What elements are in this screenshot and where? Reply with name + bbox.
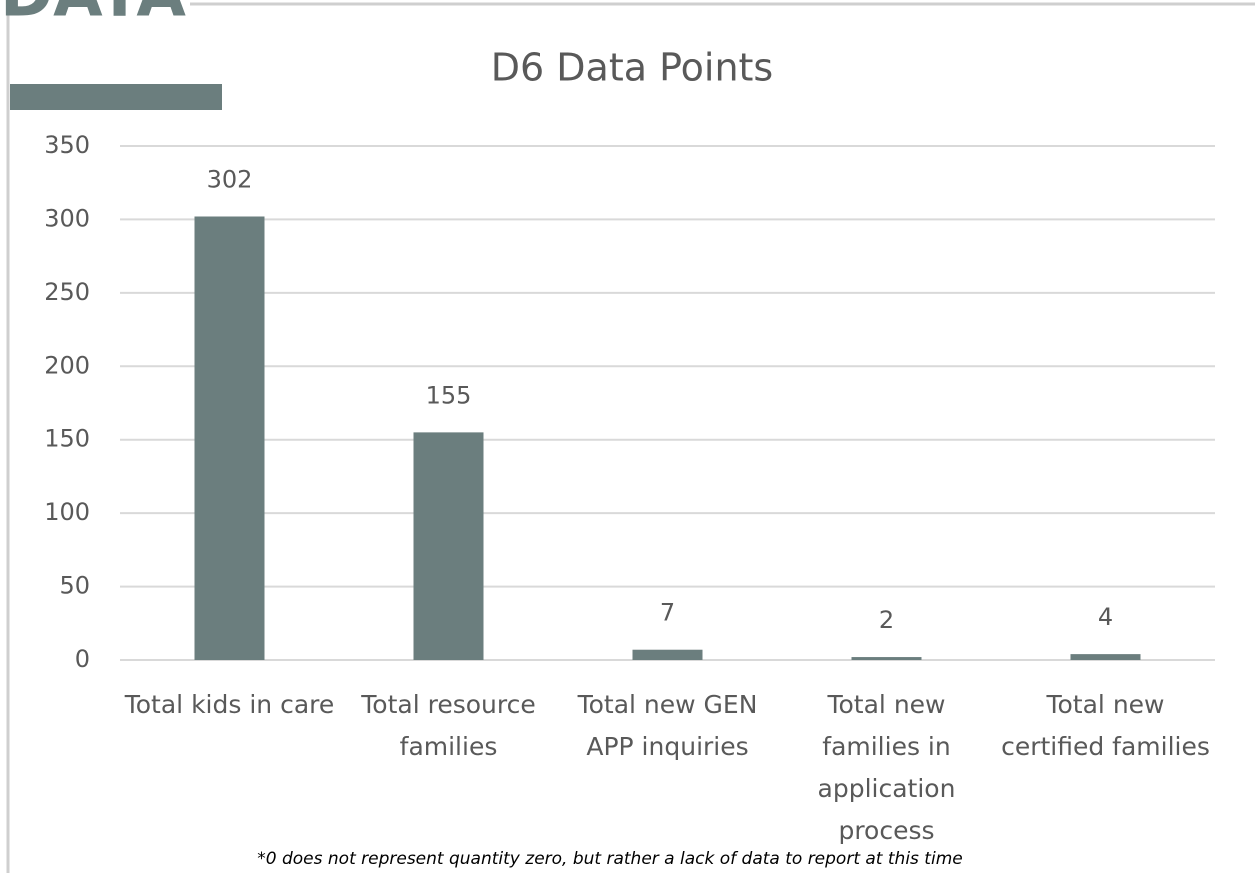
data-label: 2 [879, 606, 894, 634]
footnote: *0 does not represent quantity zero, but… [257, 849, 962, 869]
bar [1070, 654, 1141, 660]
y-tick-label: 300 [44, 204, 90, 232]
x-tick-label: Total resource families [361, 690, 536, 761]
bar [194, 216, 265, 660]
data-label: 4 [1098, 603, 1113, 631]
header-bar [10, 84, 222, 110]
section-header: DATA [0, 0, 186, 32]
y-tick-label: 150 [44, 425, 90, 453]
chart-title: D6 Data Points [491, 46, 773, 90]
y-tick-label: 250 [44, 278, 90, 306]
y-tick-label: 200 [44, 351, 90, 379]
y-tick-label: 100 [44, 498, 90, 526]
data-label: 302 [207, 165, 253, 193]
bar [632, 649, 703, 660]
x-tick-label: Total kids in care [124, 690, 335, 719]
bar [413, 432, 484, 660]
y-tick-label: 0 [75, 645, 90, 673]
x-tick-label: Total new certified families [1001, 690, 1210, 761]
data-label: 7 [660, 599, 675, 627]
x-tick-label: Total new families in application proces… [817, 690, 956, 845]
y-tick-label: 350 [44, 131, 90, 159]
data-label: 155 [426, 381, 472, 409]
x-tick-label: Total new GEN APP inquiries [577, 690, 758, 761]
y-tick-label: 50 [59, 572, 90, 600]
bar [851, 657, 922, 660]
